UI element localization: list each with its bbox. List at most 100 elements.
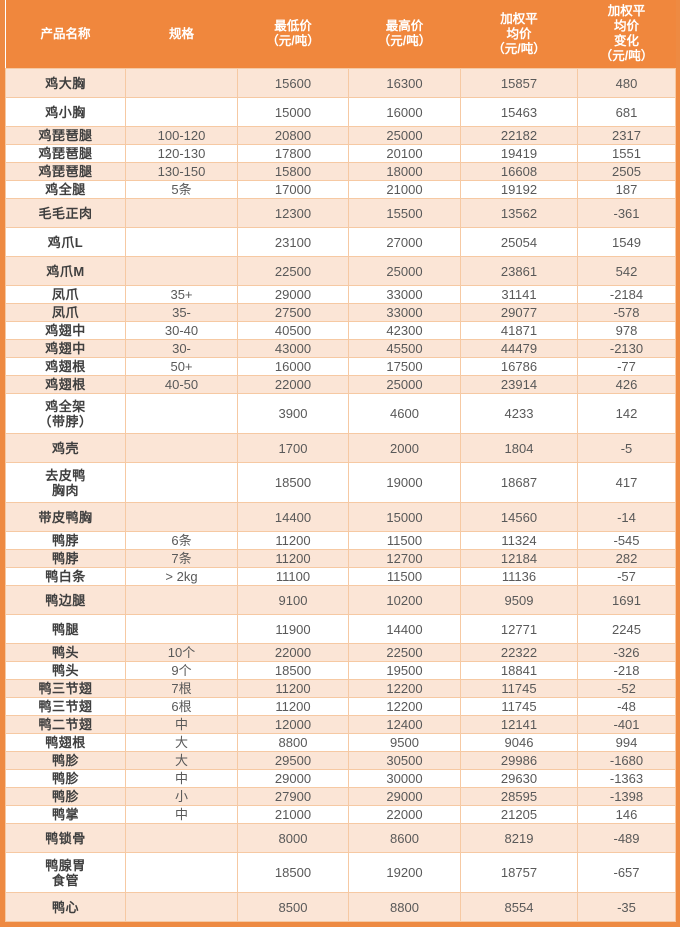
min-price-cell: 22000 (237, 375, 349, 394)
max-price-cell: 20100 (348, 144, 461, 163)
avg-price-cell: 11745 (460, 697, 578, 716)
product-name-cell: 鸭头 (5, 661, 126, 680)
avg-price-cell: 14560 (460, 502, 578, 532)
table-row: 鸡壳 1700 2000 1804 -5 (5, 433, 676, 463)
min-price-cell: 18500 (237, 462, 349, 503)
table-row: 鸡琵琶腿 130-150 15800 18000 16608 2505 (5, 162, 676, 181)
table-row: 鸭头 9个 18500 19500 18841 -218 (5, 661, 676, 680)
min-price-cell: 27900 (237, 787, 349, 806)
table-row: 鸡全架 （带脖） 3900 4600 4233 142 (5, 393, 676, 434)
avg-change-cell: -326 (577, 643, 676, 662)
spec-cell: 5条 (125, 180, 238, 199)
min-price-cell: 15000 (237, 97, 349, 127)
avg-change-cell: 282 (577, 549, 676, 568)
max-price-cell: 19500 (348, 661, 461, 680)
avg-change-cell: -52 (577, 679, 676, 698)
table-row: 鸭腿 11900 14400 12771 2245 (5, 614, 676, 644)
min-price-cell: 3900 (237, 393, 349, 434)
min-price-cell: 8500 (237, 892, 349, 922)
avg-change-cell: 1691 (577, 585, 676, 615)
avg-change-cell: 2245 (577, 614, 676, 644)
spec-cell: > 2kg (125, 567, 238, 586)
column-header-avg-price: 加权平 均价 （元/吨） (460, 0, 578, 69)
avg-price-cell: 23914 (460, 375, 578, 394)
avg-change-cell: -57 (577, 567, 676, 586)
product-name-cell: 鸭掌 (5, 805, 126, 824)
avg-change-cell: 417 (577, 462, 676, 503)
max-price-cell: 21000 (348, 180, 461, 199)
product-name-cell: 鸡翅根 (5, 357, 126, 376)
avg-change-cell: 1549 (577, 227, 676, 257)
product-name-cell: 鸡琵琶腿 (5, 126, 126, 145)
table-row: 鸭脖 6条 11200 11500 11324 -545 (5, 531, 676, 550)
spec-cell: 100-120 (125, 126, 238, 145)
max-price-cell: 16000 (348, 97, 461, 127)
table-row: 鸡翅根 50+ 16000 17500 16786 -77 (5, 357, 676, 376)
min-price-cell: 21000 (237, 805, 349, 824)
avg-change-cell: -2184 (577, 285, 676, 304)
avg-change-cell: -578 (577, 303, 676, 322)
avg-change-cell: -5 (577, 433, 676, 463)
avg-change-cell: -2130 (577, 339, 676, 358)
product-name-cell: 鸭胗 (5, 769, 126, 788)
max-price-cell: 25000 (348, 126, 461, 145)
table-row: 鸭脖 7条 11200 12700 12184 282 (5, 549, 676, 568)
min-price-cell: 18500 (237, 661, 349, 680)
avg-price-cell: 15463 (460, 97, 578, 127)
max-price-cell: 16300 (348, 68, 461, 98)
min-price-cell: 8000 (237, 823, 349, 853)
max-price-cell: 22500 (348, 643, 461, 662)
min-price-cell: 17800 (237, 144, 349, 163)
spec-cell: 120-130 (125, 144, 238, 163)
spec-cell (125, 198, 238, 228)
min-price-cell: 15800 (237, 162, 349, 181)
spec-cell: 35+ (125, 285, 238, 304)
spec-cell: 50+ (125, 357, 238, 376)
min-price-cell: 15600 (237, 68, 349, 98)
avg-price-cell: 19419 (460, 144, 578, 163)
column-header-min-price: 最低价 （元/吨） (237, 0, 349, 69)
product-name-cell: 鸡全腿 (5, 180, 126, 199)
table-row: 鸭腺胃 食管 18500 19200 18757 -657 (5, 852, 676, 893)
max-price-cell: 19000 (348, 462, 461, 503)
max-price-cell: 2000 (348, 433, 461, 463)
spec-cell (125, 433, 238, 463)
avg-change-cell: -401 (577, 715, 676, 734)
avg-price-cell: 28595 (460, 787, 578, 806)
product-name-cell: 鸡小胸 (5, 97, 126, 127)
table-row: 鸡大胸 15600 16300 15857 480 (5, 68, 676, 98)
avg-change-cell: -218 (577, 661, 676, 680)
avg-change-cell: -14 (577, 502, 676, 532)
spec-cell (125, 585, 238, 615)
spec-cell: 大 (125, 751, 238, 770)
min-price-cell: 1700 (237, 433, 349, 463)
product-name-cell: 鸭三节翅 (5, 679, 126, 698)
spec-cell (125, 852, 238, 893)
product-name-cell: 鸭头 (5, 643, 126, 662)
max-price-cell: 12200 (348, 697, 461, 716)
min-price-cell: 12000 (237, 715, 349, 734)
min-price-cell: 9100 (237, 585, 349, 615)
spec-cell: 40-50 (125, 375, 238, 394)
spec-cell: 10个 (125, 643, 238, 662)
spec-cell: 7根 (125, 679, 238, 698)
avg-change-cell: -48 (577, 697, 676, 716)
table-row: 带皮鸭胸 14400 15000 14560 -14 (5, 502, 676, 532)
avg-price-cell: 9046 (460, 733, 578, 752)
avg-change-cell: -1398 (577, 787, 676, 806)
max-price-cell: 14400 (348, 614, 461, 644)
product-name-cell: 鸡全架 （带脖） (5, 393, 126, 434)
table-row: 鸭掌中 21000 22000 21205 146 (5, 805, 676, 824)
max-price-cell: 19200 (348, 852, 461, 893)
avg-price-cell: 18757 (460, 852, 578, 893)
avg-change-cell: 187 (577, 180, 676, 199)
avg-price-cell: 11745 (460, 679, 578, 698)
table-row: 鸭心 8500 8800 8554 -35 (5, 892, 676, 922)
avg-change-cell: 2317 (577, 126, 676, 145)
max-price-cell: 8800 (348, 892, 461, 922)
table-row: 鸡翅根 40-50 22000 25000 23914 426 (5, 375, 676, 394)
min-price-cell: 22000 (237, 643, 349, 662)
table-row: 鸭二节翅中 12000 12400 12141 -401 (5, 715, 676, 734)
min-price-cell: 17000 (237, 180, 349, 199)
max-price-cell: 15500 (348, 198, 461, 228)
